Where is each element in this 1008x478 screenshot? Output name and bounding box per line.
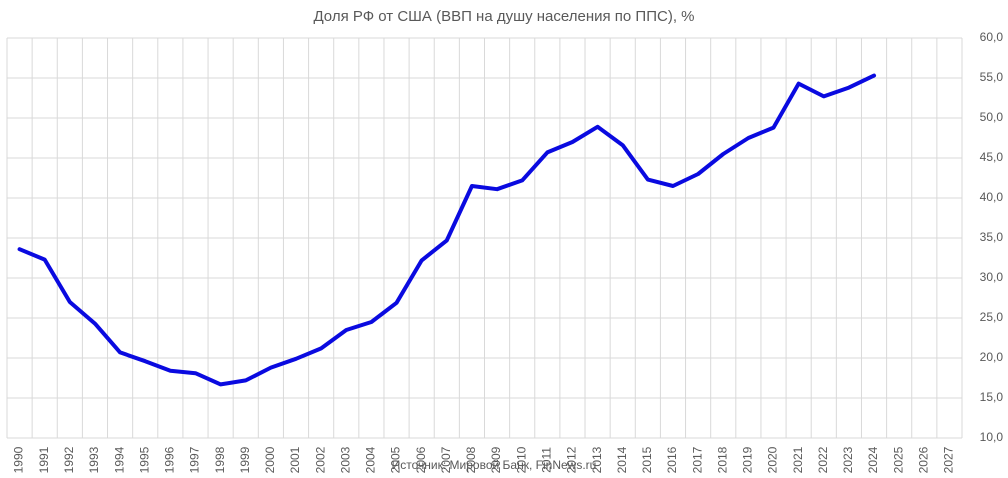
x-tick-label: 1994 [112,446,126,473]
x-tick-label: 1991 [37,446,51,473]
source-note: Источник: Мировой Банк, FinNews.ru [392,458,597,472]
x-tick-label: 2011 [540,447,554,473]
data-line [17,73,877,387]
x-tick-label: 1999 [238,446,252,473]
x-tick-label: 2008 [464,446,478,473]
x-tick-label: 2002 [313,446,327,473]
x-tick-label: 2012 [565,446,579,473]
y-tick-label: 40,0 [980,190,1004,204]
x-tick-label: 2013 [590,446,604,473]
x-tick-label: 2006 [414,446,428,473]
x-tick-label: 2014 [615,446,629,473]
x-tick-label: 1992 [62,446,76,473]
y-tick-label: 30,0 [980,270,1004,284]
x-tick-label: 2019 [741,446,755,473]
y-tick-label: 20,0 [980,350,1004,364]
x-tick-label: 2017 [690,446,704,473]
x-tick-label: 2018 [715,446,729,473]
y-tick-label: 35,0 [980,230,1004,244]
x-tick-label: 2009 [489,446,503,473]
x-tick-label: 2022 [816,446,830,473]
x-tick-label: 2024 [866,446,880,473]
x-tick-label: 1998 [213,446,227,473]
y-tick-label: 60,0 [980,30,1004,44]
x-tick-label: 2016 [665,446,679,473]
x-tick-label: 2027 [942,446,956,473]
x-tick-label: 1995 [137,446,151,473]
y-tick-label: 10,0 [980,430,1004,444]
x-tick-label: 2000 [263,446,277,473]
x-tick-label: 2004 [364,446,378,473]
x-tick-label: 2026 [916,446,930,473]
x-tick-label: 2007 [439,446,453,473]
x-tick-label: 2005 [389,446,403,473]
y-tick-label: 50,0 [980,110,1004,124]
x-tick-label: 2001 [288,446,302,473]
x-tick-label: 1997 [188,446,202,473]
x-tick-label: 2025 [891,446,905,473]
x-tick-label: 1990 [12,446,26,473]
y-tick-label: 25,0 [980,310,1004,324]
x-tick-label: 2003 [338,446,352,473]
x-tick-label: 1996 [163,446,177,473]
x-tick-label: 2015 [640,446,654,473]
y-tick-label: 15,0 [980,390,1004,404]
y-tick-label: 45,0 [980,150,1004,164]
x-tick-label: 2021 [791,446,805,473]
x-tick-label: 2010 [514,446,528,473]
chart-title: Доля РФ от США (ВВП на душу населения по… [313,8,694,25]
x-tick-label: 2020 [766,446,780,473]
x-tick-label: 1993 [87,446,101,473]
y-tick-label: 55,0 [980,70,1004,84]
x-tick-label: 2023 [841,446,855,473]
